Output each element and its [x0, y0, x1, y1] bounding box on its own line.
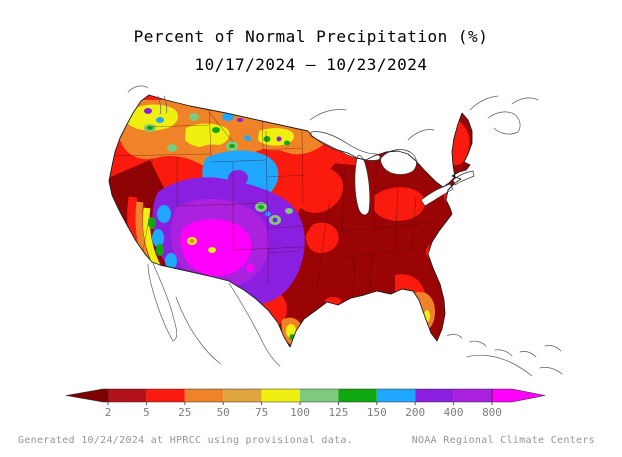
legend-tick-label: 125: [328, 406, 348, 419]
legend-tick-label: 2: [105, 406, 112, 419]
legend-tick-label: 100: [290, 406, 310, 419]
foreign-coastlines: [127, 85, 563, 377]
legend-tick-label: 200: [405, 406, 425, 419]
legend-arrow-left: [65, 388, 109, 403]
legend-tick-label: 800: [482, 406, 502, 419]
generation-credit: Generated 10/24/2024 at HPRCC using prov…: [18, 435, 353, 446]
page-title: Percent of Normal Precipitation (%): [133, 27, 489, 46]
legend-tick-label: 50: [217, 406, 230, 419]
color-scale-legend: 2 5 25 50 75 100 125 150 200 400 800: [65, 388, 546, 419]
legend-tick-label: 75: [255, 406, 268, 419]
legend-tick-label: 25: [178, 406, 191, 419]
legend-tick-label: 150: [367, 406, 387, 419]
us-border-outline: [108, 94, 473, 348]
legend-tick-label: 5: [143, 406, 150, 419]
great-lakes: [310, 131, 475, 216]
legend-segment: [376, 389, 416, 402]
legend-segment: [338, 389, 377, 402]
legend-segment: [223, 389, 262, 402]
state-borders: [110, 103, 439, 299]
page-subtitle-date-range: 10/17/2024 – 10/23/2024: [194, 55, 428, 74]
legend-ticks: [107, 402, 493, 405]
legend-segment: [300, 389, 339, 402]
legend-segment: [261, 389, 300, 402]
legend-tick-label: 400: [444, 406, 464, 419]
legend-segment: [146, 389, 185, 402]
legend-segment: [108, 389, 147, 402]
legend-segment: [415, 389, 454, 402]
legend-arrow-right: [491, 388, 546, 403]
legend-segment: [184, 389, 224, 402]
source-credit: NOAA Regional Climate Centers: [411, 435, 595, 446]
legend-segment: [453, 389, 492, 402]
